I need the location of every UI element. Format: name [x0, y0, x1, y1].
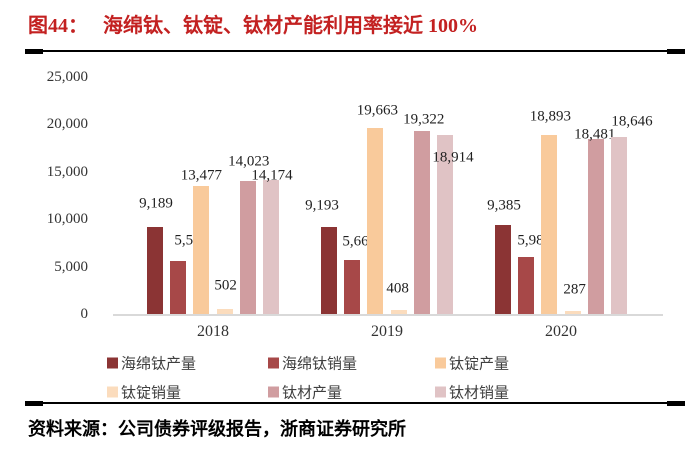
legend-label: 钛材销量: [449, 385, 510, 402]
x-tick-label: 2018: [197, 323, 229, 340]
bar-海绵钛产量-2019: [321, 226, 337, 314]
divider-line: [25, 50, 685, 52]
title-divider: [25, 49, 685, 54]
bar-钛材销量-2020: [611, 137, 627, 314]
legend-swatch: [107, 357, 118, 369]
bar-钛材产量-2020: [587, 138, 604, 314]
bar-chart: 0 5,000 10,000 15,000 20,000 25,000 9,189 5,564…: [0, 62, 692, 347]
bar-value-label: 18,914: [432, 149, 474, 166]
legend-item-海绵钛销量: 海绵钛销量: [268, 353, 357, 374]
bar-海绵钛销量-2019: [344, 260, 361, 314]
y-tick-label: 5,000: [54, 258, 88, 275]
legend-item-海绵钛产量: 海绵钛产量: [107, 353, 196, 374]
bar-钛锭产量-2018: [193, 186, 210, 314]
bar-钛锭产量-2019: [367, 127, 384, 314]
legend-label: 钛锭产量: [449, 356, 510, 373]
bar-海绵钛销量-2020: [518, 257, 535, 314]
bar-钛材销量-2018: [263, 179, 279, 314]
legend-label: 钛锭销量: [121, 385, 182, 402]
x-tick-label: 2020: [545, 323, 577, 340]
legend-item-钛材销量: 钛材销量: [435, 382, 509, 403]
legend-label: 海绵钛产量: [121, 356, 197, 373]
x-axis-line: [113, 314, 663, 316]
bar-value-label: 9,189: [139, 195, 173, 212]
figure-title: 海绵钛、钛锭、钛材产能利用率接近 100%: [103, 15, 478, 37]
y-tick-label: 25,000: [46, 69, 88, 85]
bar-钛材销量-2019: [437, 134, 453, 314]
x-tick-label: 2019: [371, 323, 403, 340]
bar-钛锭产量-2020: [541, 134, 558, 314]
source-note: 资料来源：公司债券评级报告，浙商证券研究所: [28, 419, 406, 439]
bar-value-label: 9,193: [305, 197, 339, 214]
bar-钛材产量-2018: [239, 181, 256, 314]
y-tick-label: 10,000: [46, 211, 88, 228]
legend-swatch: [107, 386, 118, 398]
bar-value-label: 18,646: [611, 113, 653, 130]
y-tick-label: 15,000: [46, 163, 88, 180]
legend-swatch: [435, 386, 446, 398]
bar-value-label: 287: [563, 281, 586, 298]
bar-钛锭销量-2019: [390, 310, 407, 314]
bar-value-label: 18,481: [574, 126, 616, 143]
bar-value-label: 14,023: [228, 153, 270, 170]
legend-label: 海绵钛销量: [282, 356, 358, 373]
bar-value-label: 502: [214, 277, 237, 294]
bar-钛材产量-2019: [413, 130, 430, 314]
y-tick-label: 0: [80, 306, 89, 322]
footer-divider: [25, 401, 685, 406]
bar-海绵钛产量-2018: [147, 226, 163, 314]
legend-swatch: [268, 386, 279, 398]
bar-value-label: 19,663: [356, 102, 399, 119]
bar-value-label: 18,893: [529, 108, 572, 125]
bar-钛锭销量-2020: [564, 311, 581, 314]
bar-海绵钛销量-2018: [170, 261, 187, 314]
legend-swatch: [268, 357, 279, 369]
bar-value-label: 9,385: [487, 197, 521, 214]
bar-海绵钛产量-2020: [495, 225, 511, 314]
bar-value-label: 19,322: [403, 111, 445, 128]
bar-value-label: 408: [386, 280, 409, 297]
bar-钛锭销量-2018: [216, 309, 233, 314]
chart-legend: 海绵钛产量 海绵钛销量 钛锭产量钛锭销量 钛材产量 钛材销量: [0, 347, 692, 403]
legend-swatch: [435, 357, 446, 369]
legend-label: 钛材产量: [282, 385, 343, 402]
figure-title-row: 图44： 海绵钛、钛锭、钛材产能利用率接近 100%: [28, 9, 478, 38]
bar-value-label: 14,174: [251, 167, 293, 184]
legend-item-钛锭销量: 钛锭销量: [107, 382, 181, 403]
bar-value-label: 13,477: [180, 167, 223, 184]
legend-item-钛锭产量: 钛锭产量: [435, 353, 509, 374]
divider-line: [25, 402, 685, 404]
divider-right-cap: [667, 401, 685, 406]
figure-number-label: 图44：: [28, 15, 88, 37]
y-tick-label: 20,000: [46, 116, 88, 133]
divider-right-cap: [667, 49, 685, 54]
legend-item-钛材产量: 钛材产量: [268, 382, 342, 403]
